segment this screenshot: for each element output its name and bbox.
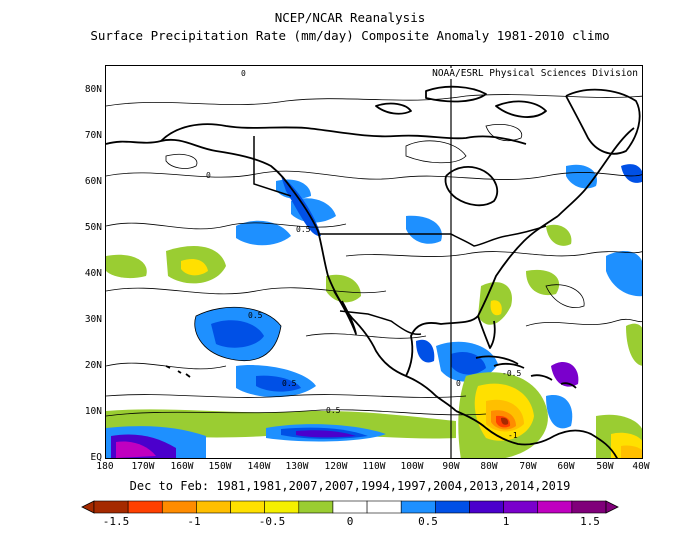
map-subtitle: Surface Precipitation Rate (mm/day) Comp… — [90, 28, 610, 43]
map-panel: 0.5 0.5 0.5 0.5 -0.5 -1 0 0 0 NOAA/ESRL … — [105, 65, 643, 459]
colorbar-end-low — [81, 500, 95, 514]
lat-label: 80N — [84, 84, 102, 95]
colorbar-label: 1 — [502, 515, 510, 528]
colorbar-swatch — [332, 500, 368, 514]
lon-label: 50W — [596, 461, 614, 472]
colorbar-swatch — [230, 500, 265, 514]
lon-label: 100W — [400, 461, 424, 472]
colorbar — [81, 500, 619, 514]
lon-label: 40W — [632, 461, 650, 472]
lon-label: 120W — [324, 461, 348, 472]
contour-label: 0.5 — [248, 311, 263, 320]
contour-labels: 0.5 0.5 0.5 0.5 -0.5 -1 0 0 0 — [206, 69, 521, 440]
lon-label: 90W — [442, 461, 460, 472]
colorbar-swatch — [366, 500, 402, 514]
lon-label: 80W — [480, 461, 498, 472]
lat-label: 60N — [84, 176, 102, 187]
colorbar-label: 1.5 — [580, 515, 600, 528]
colorbar-swatch — [93, 500, 129, 514]
lat-label: 40N — [84, 268, 102, 279]
colorbar-label: -1.5 — [102, 515, 130, 528]
lat-label: 50N — [84, 222, 102, 233]
anomaly-fields — [106, 164, 642, 458]
colorbar-swatch — [400, 500, 436, 514]
colorbar-swatch — [264, 500, 300, 514]
political-boundaries — [253, 66, 547, 458]
lon-label: 170W — [131, 461, 155, 472]
contour-label: 0 — [456, 379, 461, 388]
mexico-negative-anomaly — [326, 274, 361, 303]
colorbar-label: -0.5 — [258, 515, 286, 528]
colorbar-swatch — [571, 500, 607, 514]
lat-label: 70N — [84, 130, 102, 141]
map-title: NCEP/NCAR Reanalysis — [274, 10, 426, 25]
colorbar-swatch — [127, 500, 163, 514]
lat-label: 10N — [84, 406, 102, 417]
colorbar-swatch — [435, 500, 470, 514]
colorbar-swatch — [161, 500, 197, 514]
lon-label: 160W — [170, 461, 194, 472]
lat-label: EQ — [90, 452, 102, 463]
lon-label: 180 — [96, 461, 114, 472]
lat-label: 20N — [84, 360, 102, 371]
contour-label: 0 — [206, 171, 211, 180]
colorbar-swatch — [537, 500, 573, 514]
lon-label: 130W — [285, 461, 309, 472]
colorbar-label: 0.5 — [418, 515, 438, 528]
contour-label: -0.5 — [502, 369, 521, 378]
composite-years-caption: Dec to Feb: 1981,1981,2007,2007,1994,199… — [129, 479, 571, 493]
contour-label: 0.5 — [296, 225, 311, 234]
lon-label: 60W — [557, 461, 575, 472]
credit-label: NOAA/ESRL Physical Sciences Division — [430, 68, 640, 79]
contour-label: 0 — [241, 69, 246, 78]
colorbar-swatch — [503, 500, 539, 514]
lon-label: 110W — [362, 461, 386, 472]
lon-label: 70W — [519, 461, 537, 472]
contour-label: 0.5 — [326, 406, 341, 415]
colorbar-swatch — [196, 500, 231, 514]
colorbar-end-high — [605, 500, 619, 514]
contour-label: -1 — [508, 431, 518, 440]
coastlines — [106, 85, 641, 458]
lat-label: 30N — [84, 314, 102, 325]
colorbar-label: 0 — [346, 515, 354, 528]
lon-label: 150W — [208, 461, 232, 472]
lon-label: 140W — [247, 461, 271, 472]
colorbar-label: -1 — [187, 515, 201, 528]
colorbar-swatch — [298, 500, 334, 514]
contour-label: 0.5 — [282, 379, 297, 388]
anomaly-map: 0.5 0.5 0.5 0.5 -0.5 -1 0 0 0 — [106, 66, 642, 458]
colorbar-swatch — [469, 500, 504, 514]
